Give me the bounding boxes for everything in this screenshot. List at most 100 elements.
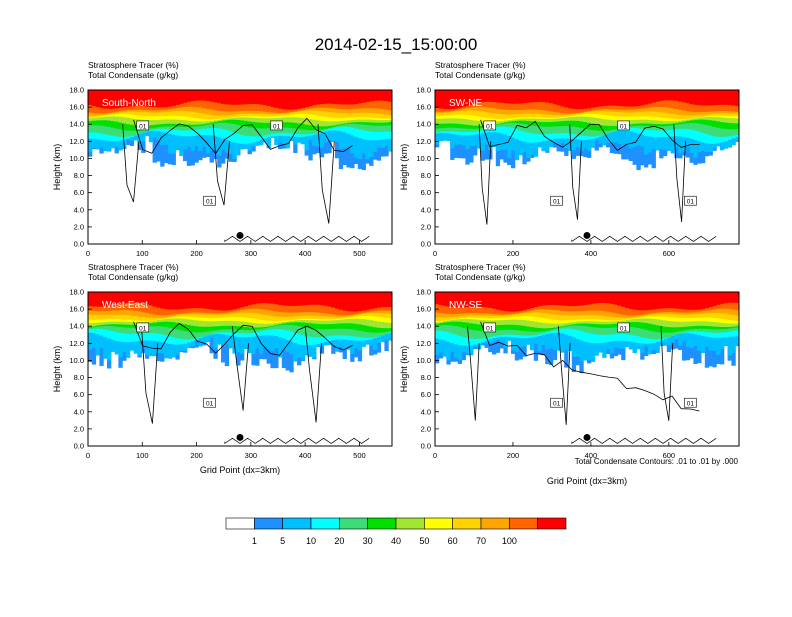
colorbar-label: 70	[476, 536, 486, 546]
tracer-band-cell	[221, 90, 226, 104]
tracer-band-cell	[476, 90, 482, 103]
x-tick-label: 500	[353, 249, 366, 258]
tracer-band-cell	[465, 90, 470, 106]
tracer-band-cell	[194, 90, 199, 101]
tracer-band-cell	[365, 90, 370, 102]
tracer-band-cell	[228, 292, 233, 311]
tracer-band-cell	[552, 292, 558, 306]
tracer-band-cell	[495, 90, 501, 103]
tracer-band-cell	[373, 90, 378, 101]
contour-line	[133, 321, 353, 356]
tracer-band-cell	[285, 90, 290, 110]
tracer-band-cell	[511, 90, 516, 104]
tracer-band-cell	[179, 292, 184, 310]
tracer-band-cell	[342, 292, 347, 311]
tracer-band-cell	[636, 292, 641, 311]
tracer-band-cell	[327, 90, 332, 104]
tracer-band-cell	[545, 90, 550, 103]
colorbar-label: 1	[252, 536, 257, 546]
colorbar-segment	[367, 517, 397, 530]
tracer-band-cell	[571, 90, 577, 109]
tracer-band-cell	[213, 292, 218, 310]
tracer-band-cell	[575, 90, 580, 110]
tracer-band-cell	[583, 90, 588, 109]
tracer-band-cell	[697, 90, 702, 106]
tracer-band-cell	[678, 90, 683, 102]
y-tick-label: 6.0	[421, 390, 431, 399]
panel-header-tracer: Stratosphere Tracer (%)	[435, 262, 526, 272]
tracer-band-cell	[156, 292, 161, 308]
colorbar-segment	[537, 517, 567, 530]
x-tick-label: 0	[86, 451, 90, 460]
tracer-band-cell	[537, 292, 542, 307]
tracer-band-cell	[259, 90, 264, 105]
tracer-band-cell	[579, 292, 584, 306]
panel-header-condensate: Total Condensate (g/kg)	[88, 272, 178, 282]
y-tick-label: 6.0	[74, 390, 84, 399]
tracer-band-cell	[205, 292, 211, 309]
tracer-band-cell	[435, 292, 440, 305]
tracer-band-cell	[297, 292, 302, 306]
location-marker	[236, 231, 244, 239]
tracer-band-cell	[338, 292, 344, 310]
tracer-band-cell	[628, 292, 634, 309]
tracer-band-cell	[685, 90, 691, 104]
tracer-band-cell	[103, 292, 108, 307]
tracer-band-cell	[91, 90, 97, 107]
tracer-band-cell	[583, 292, 588, 305]
tracer-band-cell	[141, 292, 146, 304]
colorbar-label: 30	[363, 536, 373, 546]
tracer-band-cell	[701, 292, 706, 309]
y-tick-label: 14.0	[69, 322, 84, 331]
tracer-band-cell	[480, 90, 485, 103]
tracer-band-cell	[716, 292, 721, 305]
tracer-band-cell	[644, 90, 649, 105]
panel-header-condensate: Total Condensate (g/kg)	[435, 70, 525, 80]
tracer-band-cell	[171, 90, 176, 106]
tracer-band-cell	[454, 292, 459, 308]
tracer-band-cell	[376, 292, 382, 308]
y-tick-label: 8.0	[421, 373, 431, 382]
contour-label: 01	[620, 123, 628, 130]
tracer-band-cell	[720, 292, 725, 304]
x-tick-label: 100	[136, 451, 149, 460]
tracer-band-cell	[152, 90, 157, 108]
tracer-band-cell	[628, 90, 634, 107]
location-marker	[583, 231, 591, 239]
tracer-band-cell	[560, 90, 565, 107]
contour-line	[480, 321, 700, 412]
tracer-band-cell	[126, 292, 131, 303]
tracer-band-cell	[122, 90, 127, 108]
tracer-band-cell	[731, 292, 736, 303]
tracer-band-cell	[587, 292, 592, 305]
tracer-band-cell	[350, 292, 355, 312]
tracer-band-cell	[552, 90, 558, 105]
x-tick-label: 400	[299, 249, 312, 258]
tracer-field	[88, 90, 393, 171]
x-tick-label: 600	[663, 451, 676, 460]
tracer-band-cell	[221, 292, 226, 311]
tracer-band-cell	[365, 292, 370, 310]
tracer-band-cell	[621, 292, 626, 307]
y-tick-label: 2.0	[421, 222, 431, 231]
tracer-band-cell	[175, 292, 180, 310]
tracer-band-cell	[266, 292, 271, 304]
y-tick-label: 14.0	[69, 120, 84, 129]
tracer-band-cell	[262, 292, 268, 304]
tracer-band-cell	[380, 292, 385, 308]
tracer-band-cell	[689, 90, 694, 105]
panel-location-label: South-North	[102, 98, 156, 109]
tracer-band-cell	[492, 90, 497, 102]
tracer-band-cell	[678, 292, 683, 309]
tracer-band-cell	[129, 90, 135, 107]
x-tick-label: 100	[136, 249, 149, 258]
tracer-band-cell	[289, 292, 294, 306]
tracer-band-cell	[110, 90, 116, 109]
panel-location-label: SW-NE	[449, 98, 482, 109]
tracer-band-cell	[304, 292, 309, 306]
tracer-band-cell	[655, 90, 660, 102]
y-tick-label: 8.0	[74, 171, 84, 180]
contour-label-box	[203, 397, 216, 408]
tracer-band-cell	[183, 292, 188, 309]
tracer-band-cell	[361, 90, 366, 103]
